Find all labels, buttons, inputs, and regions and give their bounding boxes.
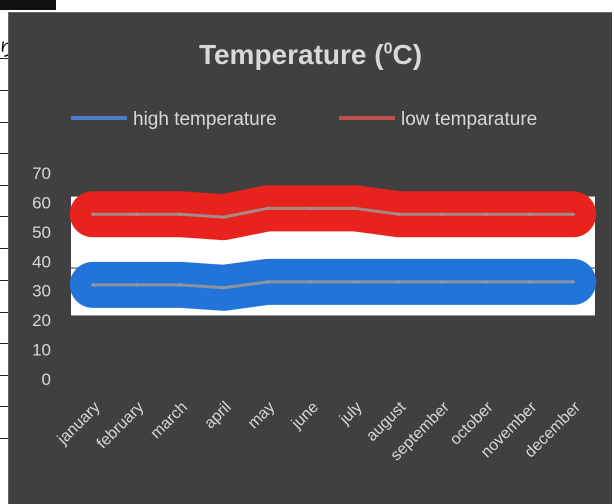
sheet-corner [0,0,56,10]
y-tick-label: 0 [42,370,51,389]
sheet-row-border [0,280,8,281]
series-point [91,212,95,216]
sheet-row-border [0,343,8,344]
series-point [397,212,400,216]
series-point [91,283,95,287]
series-point [178,212,182,216]
x-tick-label: may [245,399,278,432]
series-point [178,283,182,287]
series-line-0 [91,280,575,290]
x-tick-label: july [336,399,366,429]
series-point [222,286,226,290]
sheet-row-border [0,438,8,439]
series-line-1 [91,206,575,219]
legend-label-1: low temparature [401,109,537,130]
sheet-row-border [0,122,8,123]
series-point [266,206,269,210]
sheet-row-border [0,185,8,186]
sheet-row-border [0,153,8,154]
y-tick-label: 40 [32,252,51,271]
sheet-row-border [0,216,8,217]
series-point [440,212,444,216]
series-point [309,206,313,210]
sheet-row-border [0,248,8,249]
sheet-row-border [0,375,8,376]
y-tick-label: 50 [32,223,51,242]
x-tick-label: june [288,399,322,433]
series-point [266,280,269,284]
series-point [484,212,488,216]
series-point [222,215,226,219]
y-tick-label: 20 [32,311,51,330]
series-point [571,212,575,216]
x-tick-label: april [201,399,234,432]
sheet-row-border [0,312,8,313]
chart-title-text: Temperature ( [198,39,384,70]
sheet-row-border [0,406,8,407]
series-point [353,280,357,284]
series-point [528,212,531,216]
legend-label-0: high temperature [133,109,277,130]
series-point [440,280,444,284]
sheet-row-border [0,90,8,91]
series-point [135,212,138,216]
x-tick-label: march [148,399,191,442]
chart-title: Temperature (0C) [9,39,612,71]
y-tick-label: 10 [32,341,51,360]
chart-area[interactable]: Temperature (0C) 0 10 20 30 40 50 60 70 high tem… [8,12,612,504]
series-point [484,280,488,284]
y-tick-label: 60 [32,193,51,212]
series-point [397,280,400,284]
series-point [528,280,531,284]
y-tick-label: 30 [32,282,51,301]
series-point [309,280,313,284]
series-point [353,206,357,210]
chart-svg: 0 10 20 30 40 50 60 70 high temperature low tempa… [32,109,597,464]
series-point [571,280,575,284]
sheet-row-border [0,58,8,59]
series-point [135,283,138,287]
chart-title-suffix: C) [392,39,423,70]
y-tick-label: 70 [32,164,51,183]
chart-title-superscript: 0 [383,40,393,58]
x-tick-label: february [94,399,148,453]
